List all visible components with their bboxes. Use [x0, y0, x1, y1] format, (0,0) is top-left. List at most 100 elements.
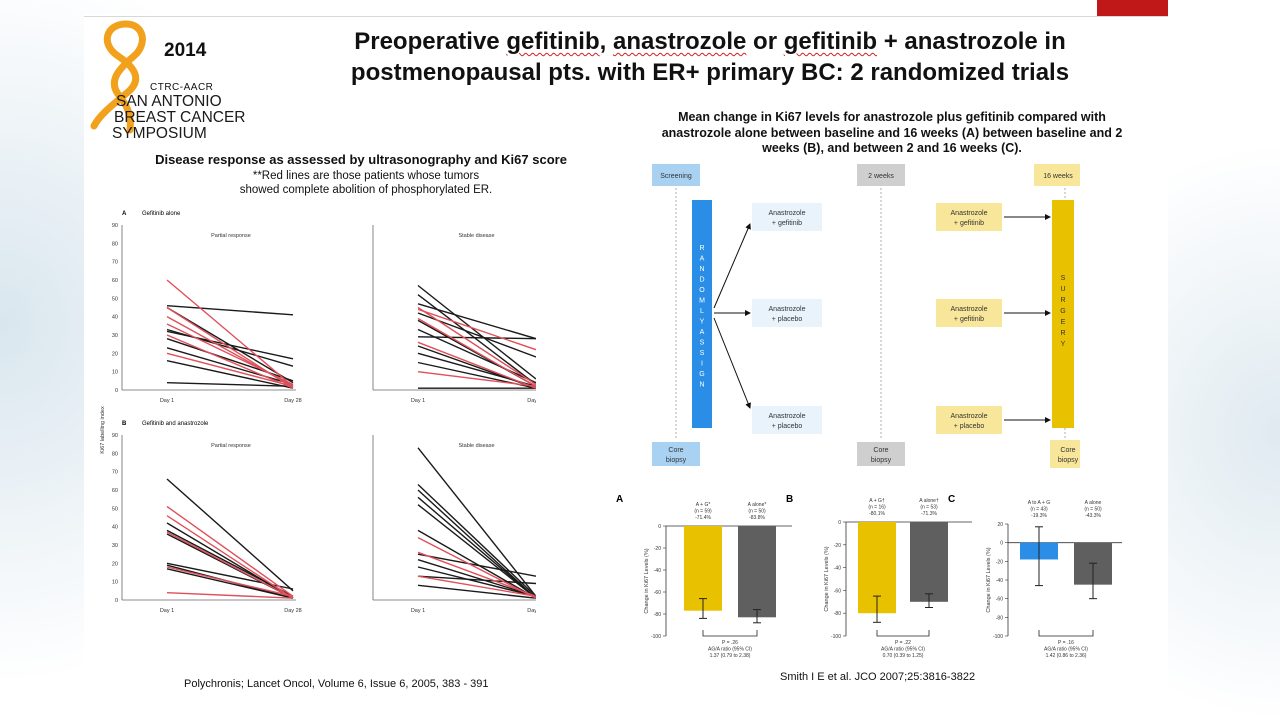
core-biopsy-box-label: biopsy — [666, 457, 687, 464]
series-line — [166, 347, 294, 386]
series-line — [417, 370, 536, 388]
y-tick-label: 30 — [112, 333, 118, 339]
series-line — [417, 584, 536, 599]
arm-box-mid-label: Anastrozole — [769, 413, 806, 420]
stats-label: P = .26 — [722, 640, 738, 646]
bar-top-label: A + G† — [869, 498, 885, 504]
arm-box-mid-label: + gefitinib — [772, 220, 802, 227]
arm-box-right — [936, 299, 1002, 327]
core-biopsy-box — [652, 442, 700, 466]
y-axis-label: Ki67 labelling index — [100, 406, 106, 454]
panel-title: Gefitinib alone — [142, 211, 181, 217]
series-line — [166, 279, 294, 387]
stats-label: AG/A ratio (95% CI) — [881, 647, 925, 653]
y-tick-label: 70 — [112, 470, 118, 476]
randomize-letter: M — [699, 298, 705, 305]
bar-top-label: -80.1% — [869, 511, 885, 517]
y-tick-label: -20 — [834, 543, 841, 549]
y-tick-label: -20 — [654, 546, 661, 552]
bar — [910, 522, 948, 602]
randomize-letter: S — [700, 340, 705, 347]
right-citation: Smith I E et al. JCO 2007;25:3816-3822 — [780, 671, 976, 683]
y-tick-label: 10 — [112, 580, 118, 586]
y-tick-label: -80 — [996, 615, 1003, 621]
subplot-label: Stable disease — [458, 233, 494, 239]
y-tick-label: 30 — [112, 543, 118, 549]
x-tick-label: Day 1 — [411, 398, 425, 404]
y-tick-label: -60 — [996, 597, 1003, 603]
arm-box-right-label: + placebo — [954, 423, 985, 430]
series-line — [417, 489, 536, 599]
subplot-label: Stable disease — [458, 443, 494, 449]
stats-label: 1.37 (0.79 to 2.38) — [710, 653, 751, 659]
x-tick-label: Day 1 — [411, 608, 425, 614]
bar-top-label: A alone — [1085, 500, 1102, 506]
core-biopsy-box-label: biopsy — [871, 457, 892, 464]
bar-top-label: A alone* — [748, 502, 767, 508]
arm-box-mid — [752, 299, 822, 327]
series-line — [166, 323, 294, 386]
series-line — [417, 537, 536, 599]
y-tick-label: 10 — [112, 370, 118, 376]
screening-box-label: Screening — [660, 173, 692, 180]
y-tick-label: 20 — [112, 351, 118, 357]
series-line — [417, 529, 536, 599]
series-line — [417, 308, 536, 351]
bar-panel-letter: B — [786, 494, 793, 505]
title-text: gefitinib — [506, 28, 600, 55]
y-tick-label: -20 — [996, 559, 1003, 565]
right-caption-line: weeks (B), and between 2 and 16 weeks (C… — [762, 141, 1022, 155]
core-biopsy-box — [857, 442, 905, 466]
logo-org-small: CTRC-AACR — [150, 82, 214, 93]
left-note-line: **Red lines are those patients whose tum… — [252, 170, 480, 182]
left-note-line: showed complete abolition of phosphoryla… — [239, 184, 493, 196]
bar-top-label: (n = 43) — [1030, 507, 1048, 513]
randomize-letter: Y — [700, 319, 705, 326]
stats-label: P = .16 — [1058, 640, 1074, 646]
bar-panel-letter: C — [948, 494, 955, 505]
y-tick-label: -40 — [996, 578, 1003, 584]
core-biopsy-box-label: biopsy — [1058, 457, 1079, 464]
bar-top-label: (n = 59) — [694, 509, 712, 515]
bar — [684, 526, 722, 611]
y-tick-label: 80 — [112, 241, 118, 247]
stats-label: 0.70 (0.39 to 1.25) — [883, 653, 924, 659]
y-axis-label: Change in Ki67 Levels (%) — [824, 546, 830, 611]
series-line — [417, 566, 536, 598]
right-caption-line: anastrozole alone between baseline and 1… — [661, 125, 1123, 140]
y-tick-label: 60 — [112, 488, 118, 494]
series-line — [166, 478, 294, 592]
arm-box-right-label: + gefitinib — [954, 220, 984, 227]
bar-top-label: (n = 50) — [748, 509, 766, 515]
y-axis-label: Change in Ki67 Levels (%) — [644, 548, 650, 613]
ki67-line-plots: A Gefitinib alone 0 10 20 30 40 50 60 70 80 90 Parti… — [100, 211, 536, 614]
ribbon-logo-icon — [90, 20, 146, 134]
y-tick-label: 20 — [112, 561, 118, 567]
study-flow-diagram: Screening 2 weeks 16 weeks Core biopsy Core bi… — [652, 164, 1080, 468]
y-tick-label: 0 — [658, 524, 661, 530]
y-tick-label: 0 — [838, 520, 841, 526]
series-line — [417, 447, 536, 597]
series-line — [417, 306, 536, 386]
series-line — [166, 352, 294, 388]
arm-box-right-label: Anastrozole — [951, 413, 988, 420]
bar-top-label: -83.8% — [749, 515, 765, 521]
core-biopsy-box-label: Core — [1060, 447, 1075, 454]
logo-line: SYMPOSIUM — [112, 125, 207, 142]
series-line — [166, 381, 294, 388]
y-tick-label: 60 — [112, 278, 118, 284]
arm-box-mid-label: + placebo — [772, 423, 803, 430]
randomize-letter: G — [699, 371, 704, 378]
x-tick-label: Day 28 — [527, 608, 536, 614]
surgery-letter: G — [1060, 308, 1065, 315]
title-line-2: postmenopausal pts. with ER+ primary BC:… — [350, 59, 1070, 86]
x-tick-label: Day 28 — [284, 398, 301, 404]
y-tick-label: -100 — [831, 634, 841, 640]
two-weeks-box-label: 2 weeks — [868, 173, 894, 180]
series-line — [417, 294, 536, 386]
randomize-letter: R — [699, 245, 704, 252]
randomize-letter: O — [699, 287, 705, 294]
bar-top-label: (n = 53) — [920, 505, 938, 511]
surgery-letter: U — [1060, 286, 1065, 293]
arm-box-mid — [752, 406, 822, 434]
